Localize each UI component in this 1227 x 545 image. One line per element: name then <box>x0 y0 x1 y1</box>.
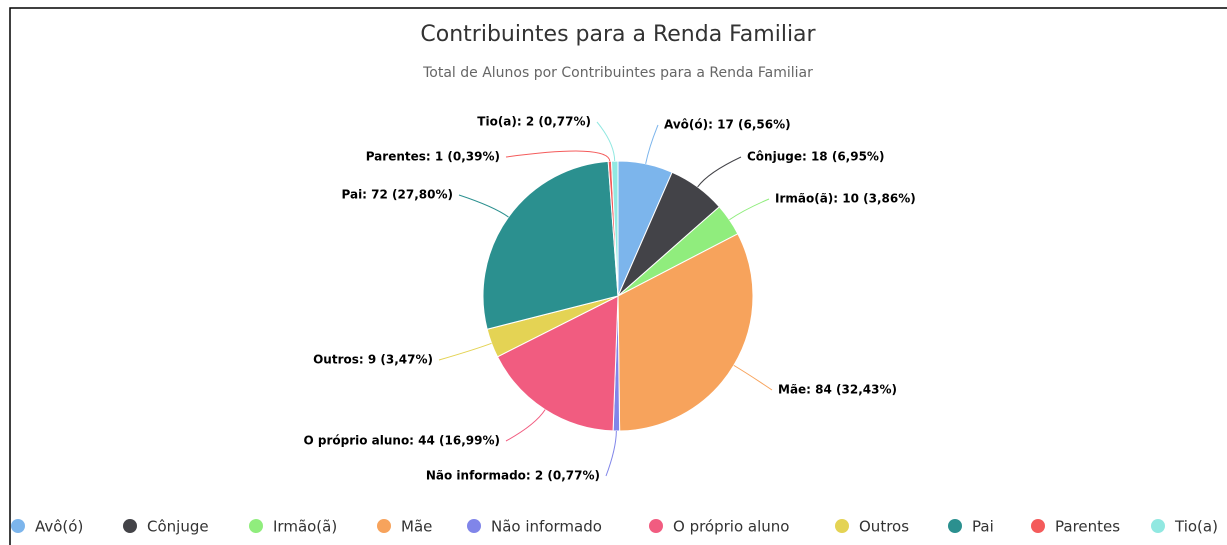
legend-label: Parentes <box>1055 518 1120 536</box>
legend-marker <box>377 519 391 533</box>
data-label: Parentes: 1 (0,39%) <box>366 150 500 164</box>
legend-label: O próprio aluno <box>673 518 789 536</box>
pie-slice <box>610 160 619 297</box>
legend-label: Outros <box>859 518 909 536</box>
legend-marker <box>123 519 137 533</box>
pie-slice <box>482 160 619 330</box>
legend-marker <box>835 519 849 533</box>
legend-marker <box>649 519 663 533</box>
data-label: Irmão(ã): 10 (3,86%) <box>775 192 916 206</box>
legend-label: Cônjuge <box>147 518 209 536</box>
data-label: Não informado: 2 (0,77%) <box>426 469 600 483</box>
legend-marker <box>11 519 25 533</box>
legend-label: Mãe <box>401 518 432 536</box>
legend-label: Tio(a) <box>1174 518 1218 536</box>
label-connector <box>729 198 770 221</box>
data-label: Cônjuge: 18 (6,95%) <box>747 150 884 164</box>
legend-marker <box>1031 519 1045 533</box>
legend-label: Avô(ó) <box>35 518 83 536</box>
chart-subtitle: Total de Alunos por Contribuintes para a… <box>422 65 813 81</box>
label-connector <box>697 156 742 188</box>
legend-marker <box>948 519 962 533</box>
data-label: O próprio aluno: 44 (16,99%) <box>303 434 500 448</box>
chart-title: Contribuintes para a Renda Familiar <box>420 22 816 47</box>
legend-label: Não informado <box>491 518 602 536</box>
label-connector <box>733 364 773 391</box>
label-connector <box>458 194 509 218</box>
label-connector <box>505 150 611 162</box>
label-connector <box>505 409 546 442</box>
data-label: Mãe: 84 (32,43%) <box>778 383 897 397</box>
legend-marker <box>249 519 263 533</box>
label-connector <box>596 121 616 162</box>
legend-label: Pai <box>972 518 994 536</box>
pie-slice <box>496 295 619 432</box>
data-label: Pai: 72 (27,80%) <box>342 188 454 202</box>
label-connector <box>438 342 492 361</box>
data-label: Avô(ó): 17 (6,56%) <box>664 118 791 132</box>
legend-marker <box>1151 519 1165 533</box>
legend-label: Irmão(ã) <box>273 518 337 536</box>
label-connector <box>645 124 659 164</box>
legend-marker <box>467 519 481 533</box>
pie-slice <box>617 233 754 432</box>
data-label: Tio(a): 2 (0,77%) <box>477 115 591 129</box>
label-connector <box>605 430 617 477</box>
data-label: Outros: 9 (3,47%) <box>313 353 433 367</box>
